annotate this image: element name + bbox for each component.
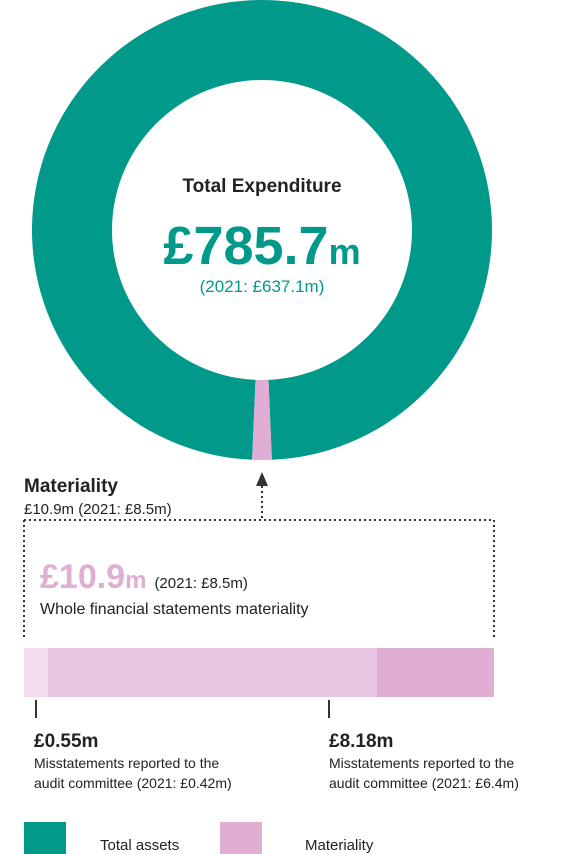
- materiality-sub: £10.9m (2021: £8.5m): [24, 501, 172, 518]
- bar-segment: [24, 648, 48, 697]
- amount: £10.9: [40, 558, 125, 596]
- threshold-caption: Misstatements reported to the: [34, 755, 219, 771]
- donut-slice: [32, 0, 492, 460]
- threshold-caption: audit committee (2021: £6.4m): [329, 775, 519, 791]
- threshold-caption: audit committee (2021: £0.42m): [34, 775, 232, 791]
- materiality-amount: £10.9m (2021: £8.5m): [40, 558, 248, 596]
- materiality-caption: Whole financial statements materiality: [40, 601, 309, 618]
- total-amount: £785.7m: [163, 216, 360, 276]
- materiality-heading: Materiality: [24, 476, 118, 497]
- bar-segment: [47, 648, 377, 697]
- prior-total: (2021: £637.1m): [200, 277, 325, 296]
- arrow-head: [256, 472, 268, 486]
- donut-slice: [252, 379, 272, 461]
- threshold-label: £0.55m: [34, 731, 98, 752]
- prior: (2021: £8.5m): [154, 575, 247, 592]
- legend-swatch: [24, 822, 66, 854]
- legend-swatch: [220, 822, 262, 854]
- legend-label: Materiality: [305, 837, 374, 854]
- amount-unit: m: [329, 231, 361, 272]
- amount-unit: m: [125, 567, 146, 594]
- threshold-caption: Misstatements reported to the: [329, 755, 514, 771]
- donut-title: Total Expenditure: [182, 176, 341, 197]
- materiality-bar: £0.55m Misstatements reported to the audit…: [24, 648, 519, 791]
- bar-segment: [376, 648, 494, 697]
- donut: [32, 0, 492, 461]
- amount: £785.7: [163, 216, 328, 276]
- legend-label: Total assets: [100, 837, 179, 854]
- legend: Total assets Materiality: [24, 822, 374, 854]
- threshold-label: £8.18m: [329, 731, 393, 752]
